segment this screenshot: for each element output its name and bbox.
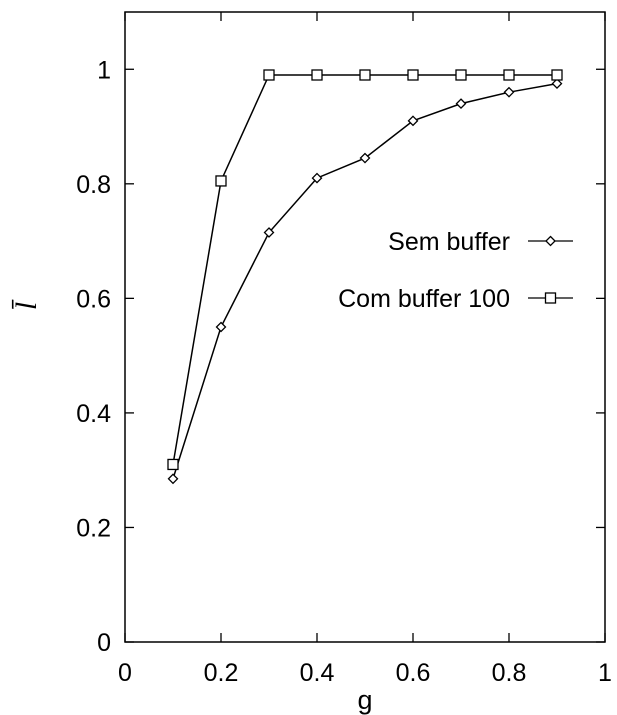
y-tick-label: 0 [97, 629, 111, 657]
legend-marker [545, 235, 556, 247]
data-point-marker [311, 172, 323, 184]
data-point-marker [455, 69, 467, 81]
data-point-marker [407, 69, 419, 81]
series-line [172, 82, 558, 479]
y-axis-label: l̄ [10, 299, 43, 310]
data-point-marker [311, 69, 323, 81]
x-tick-label: 0.4 [300, 659, 335, 687]
y-tick-label: 1 [97, 56, 111, 84]
plot-frame [124, 11, 606, 643]
data-point-marker [551, 78, 563, 90]
x-axis-label: g [357, 685, 372, 715]
tick-labels: 0 0.2 0.4 0.6 0.8 1 0 0.2 0.4 0.6 0.8 1 [76, 56, 612, 687]
y-tick-label: 0.2 [76, 514, 111, 542]
legend-label: Sem buffer [388, 228, 510, 256]
x-tick-label: 0.2 [204, 659, 239, 687]
data-point-marker [215, 321, 227, 333]
series-sem-buffer [167, 78, 563, 485]
data-point-marker [167, 458, 179, 471]
series-line [172, 74, 557, 465]
y-tick-label: 0.8 [76, 171, 111, 199]
y-tick-label: 0.4 [76, 400, 111, 428]
data-point-marker [167, 473, 179, 485]
data-point-marker [407, 115, 419, 127]
data-point-marker [215, 175, 227, 187]
x-tick-label: 0.6 [396, 659, 431, 687]
series-com-buffer-100 [167, 69, 563, 471]
data-point-marker [359, 152, 371, 164]
series-layer [167, 69, 563, 485]
legend-marker [544, 292, 557, 304]
data-point-marker [455, 98, 467, 110]
x-tick-label: 1 [598, 659, 612, 687]
legend-label: Com buffer 100 [338, 285, 510, 313]
data-point-marker [503, 69, 515, 81]
data-point-marker [503, 86, 515, 98]
tick-marks [124, 12, 606, 643]
x-tick-label: 0 [118, 659, 132, 687]
legend: Sem buffer Com buffer 100 [338, 228, 573, 313]
y-tick-label: 0.6 [76, 285, 111, 313]
x-tick-label: 0.8 [492, 659, 527, 687]
data-point-marker [263, 69, 275, 81]
data-point-marker [263, 227, 275, 238]
data-point-marker [359, 69, 371, 81]
data-point-marker [551, 69, 563, 81]
